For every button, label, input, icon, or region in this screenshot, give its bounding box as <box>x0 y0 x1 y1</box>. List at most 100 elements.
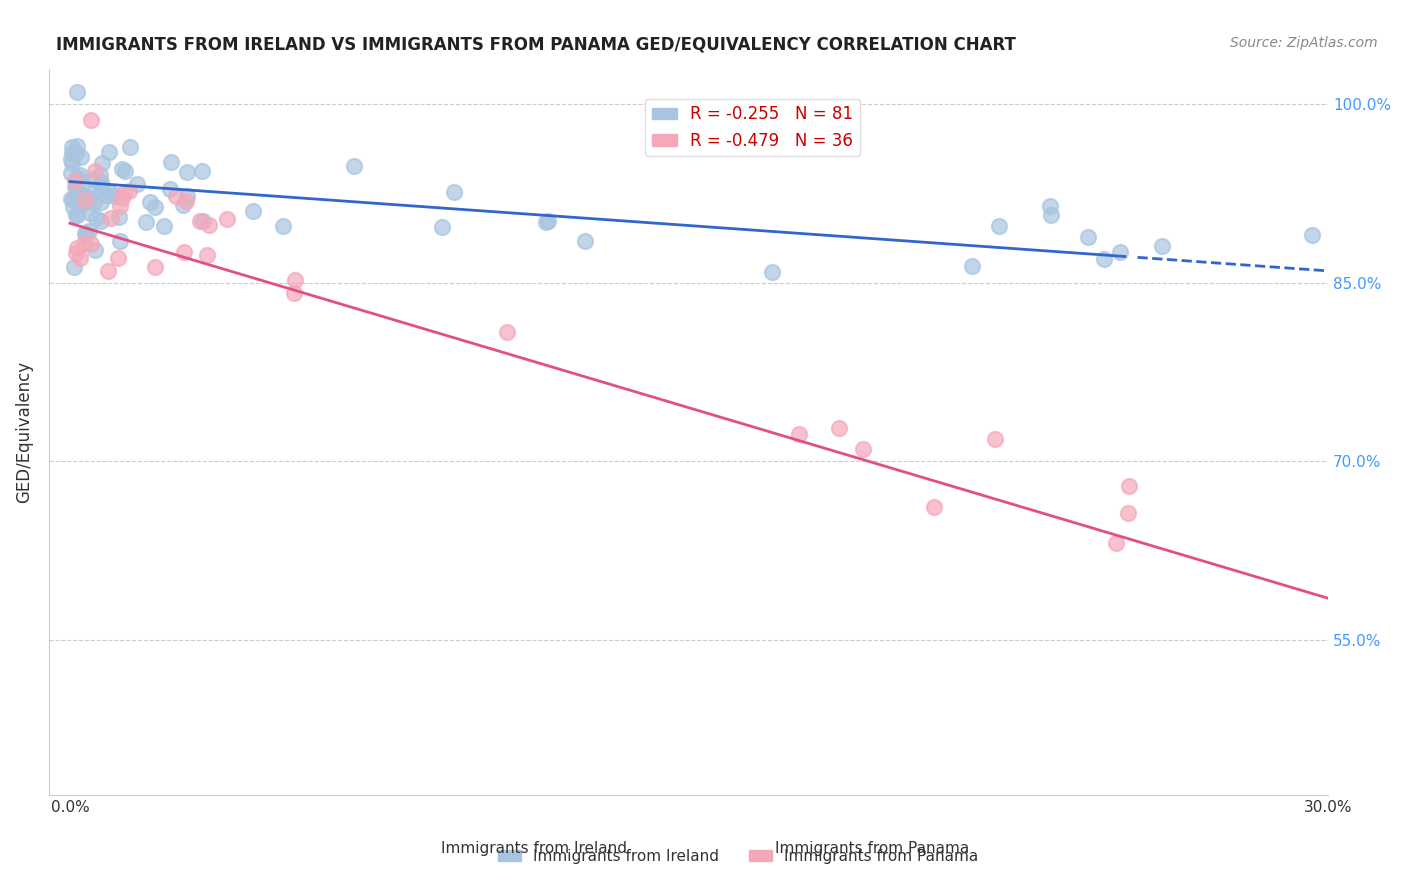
Point <box>66 139 89 153</box>
Point <box>77 224 100 238</box>
Point <box>111 192 134 206</box>
Point <box>110 162 132 177</box>
Point <box>1105 536 1128 550</box>
Point <box>59 152 82 166</box>
Point <box>60 146 83 161</box>
Point <box>176 165 198 179</box>
Point <box>1116 506 1139 520</box>
Point <box>66 241 89 255</box>
Point <box>1301 227 1323 242</box>
Point <box>271 219 294 233</box>
Point <box>79 191 101 205</box>
Point <box>534 214 557 228</box>
Point <box>127 177 149 191</box>
Point <box>1118 478 1140 492</box>
Point <box>73 194 96 208</box>
Point <box>110 199 132 213</box>
Point <box>80 237 103 252</box>
Point <box>173 245 195 260</box>
Point <box>342 159 364 173</box>
Text: Immigrants from Panama: Immigrants from Panama <box>775 841 969 856</box>
Point <box>188 214 211 228</box>
Point <box>83 243 105 257</box>
Point <box>960 259 983 273</box>
Point <box>90 156 112 170</box>
Point <box>73 235 96 250</box>
Point <box>153 219 176 234</box>
Point <box>90 194 112 209</box>
Point <box>195 248 218 262</box>
Point <box>66 181 89 195</box>
Point <box>574 234 596 248</box>
Point <box>66 86 89 100</box>
Point <box>198 218 221 232</box>
Point <box>108 234 131 248</box>
Point <box>60 140 83 154</box>
Point <box>283 286 305 301</box>
Point <box>83 194 105 209</box>
Point <box>66 171 89 186</box>
Point <box>89 179 111 194</box>
Point <box>70 189 93 203</box>
Point <box>160 155 183 169</box>
Point <box>83 184 105 198</box>
Point <box>82 172 104 186</box>
Point <box>114 164 136 178</box>
Point <box>828 421 851 435</box>
Point <box>63 180 86 194</box>
Point <box>72 175 94 189</box>
Point <box>75 227 97 241</box>
Point <box>62 192 84 206</box>
Point <box>984 432 1007 446</box>
Point <box>63 260 86 274</box>
Point <box>60 156 83 170</box>
Point <box>79 205 101 219</box>
Point <box>1092 252 1115 266</box>
Point <box>1039 199 1062 213</box>
Point <box>537 214 560 228</box>
Point <box>215 211 238 226</box>
Point <box>70 150 93 164</box>
Point <box>430 219 453 234</box>
Point <box>66 209 89 223</box>
Point <box>69 168 91 182</box>
Point <box>761 264 783 278</box>
Point <box>1040 208 1063 222</box>
Point <box>922 500 945 514</box>
Point <box>70 197 93 211</box>
Point <box>62 201 84 215</box>
Point <box>100 211 122 225</box>
Point <box>63 174 86 188</box>
Point <box>83 164 105 178</box>
Point <box>987 219 1010 233</box>
Point <box>90 213 112 227</box>
Text: Source: ZipAtlas.com: Source: ZipAtlas.com <box>1230 36 1378 50</box>
Point <box>134 215 156 229</box>
Point <box>1077 229 1099 244</box>
Point <box>1150 238 1173 252</box>
Point <box>65 246 87 260</box>
Point <box>65 145 87 160</box>
Point <box>159 182 181 196</box>
Point <box>118 140 141 154</box>
Point <box>65 171 87 186</box>
Point <box>103 189 125 203</box>
Point <box>145 200 167 214</box>
Point <box>852 442 875 456</box>
Point <box>69 251 91 265</box>
Point <box>107 251 129 265</box>
Point <box>65 208 87 222</box>
Legend: R = -0.255   N = 81, R = -0.479   N = 36: R = -0.255 N = 81, R = -0.479 N = 36 <box>645 99 860 156</box>
Point <box>191 214 214 228</box>
Text: Immigrants from Ireland: Immigrants from Ireland <box>441 841 627 856</box>
Point <box>284 273 307 287</box>
Point <box>443 185 465 199</box>
Point <box>107 211 129 225</box>
Point <box>118 184 141 198</box>
Point <box>96 188 118 202</box>
Point <box>72 189 94 203</box>
Point <box>172 198 194 212</box>
Point <box>165 189 187 203</box>
Point <box>60 166 83 180</box>
Point <box>191 164 214 178</box>
